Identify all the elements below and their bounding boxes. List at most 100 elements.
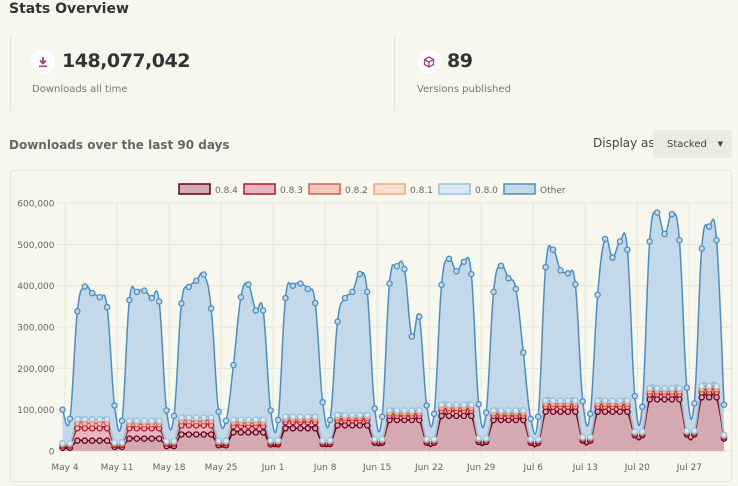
- point-0-8-0: [103, 415, 111, 423]
- point-other: [438, 281, 445, 289]
- point-0-8-4: [96, 437, 103, 444]
- point-other: [705, 223, 713, 230]
- legend-swatch: [438, 183, 471, 195]
- point-other: [193, 277, 200, 284]
- point-0-8-4: [297, 425, 304, 432]
- point-other: [683, 384, 691, 392]
- point-other: [163, 407, 170, 414]
- display-as-label: Display as: [593, 136, 655, 150]
- point-0-8-0: [475, 434, 482, 442]
- point-0-8-0: [408, 407, 416, 414]
- point-other: [237, 293, 245, 301]
- point-0-8-0: [118, 439, 126, 446]
- x-tick-label: Jul 6: [523, 463, 544, 473]
- point-other: [393, 262, 401, 270]
- point-other: [549, 246, 557, 253]
- x-tick-label: May 11: [101, 463, 134, 473]
- point-other: [118, 417, 126, 425]
- point-0-8-0: [311, 413, 319, 420]
- chart-heading: Downloads over the last 90 days: [9, 138, 230, 152]
- legend-swatch: [503, 183, 536, 195]
- display-mode-select[interactable]: Stacked ▼: [653, 130, 732, 158]
- point-other: [579, 398, 587, 405]
- point-other: [445, 255, 453, 263]
- legend-item-0-8-2[interactable]: 0.8.2: [308, 183, 368, 196]
- legend-label: 0.8.0: [475, 186, 498, 196]
- point-other: [111, 402, 118, 409]
- point-0-8-0: [193, 414, 200, 421]
- point-other: [297, 280, 304, 287]
- point-0-8-0: [601, 397, 609, 404]
- legend-item-0-8-4[interactable]: 0.8.4: [178, 183, 238, 196]
- point-other: [289, 282, 297, 289]
- point-0-8-4: [133, 435, 141, 442]
- versions-count: 89: [447, 50, 473, 72]
- point-0-8-0: [557, 397, 564, 404]
- point-0-8-4: [88, 437, 96, 444]
- point-0-8-0: [163, 437, 170, 445]
- point-0-8-4: [289, 425, 297, 432]
- point-other: [252, 307, 259, 314]
- legend-item-0-8-3[interactable]: 0.8.3: [243, 183, 303, 196]
- legend-label: 0.8.2: [345, 186, 368, 196]
- y-tick-label: 600,000: [17, 200, 54, 210]
- point-other: [423, 402, 430, 409]
- point-0-8-0: [638, 428, 646, 435]
- point-0-8-0: [393, 407, 401, 414]
- y-tick-label: 300,000: [17, 324, 54, 334]
- x-tick-label: Jul 27: [676, 463, 702, 473]
- point-0-8-4: [193, 431, 200, 438]
- downloads-label: Downloads all time: [32, 84, 128, 95]
- point-other: [475, 401, 482, 408]
- point-0-8-0: [178, 414, 185, 421]
- point-other: [334, 318, 341, 325]
- point-0-8-0: [363, 411, 371, 419]
- point-other: [267, 407, 274, 414]
- point-other: [572, 281, 579, 288]
- point-other: [341, 294, 349, 302]
- point-other: [460, 258, 468, 265]
- point-other: [207, 305, 215, 312]
- point-other: [259, 307, 267, 314]
- point-other: [482, 409, 490, 416]
- x-tick-label: Jun 15: [362, 463, 391, 473]
- point-0-8-0: [542, 397, 549, 404]
- point-other: [698, 245, 705, 252]
- point-other: [534, 413, 542, 420]
- legend-item-0-8-1[interactable]: 0.8.1: [373, 183, 433, 196]
- point-other: [586, 410, 594, 418]
- legend-item-0-8-0[interactable]: 0.8.0: [438, 183, 498, 196]
- point-other: [59, 406, 66, 413]
- point-0-8-0: [579, 433, 587, 441]
- point-other: [408, 333, 416, 340]
- point-0-8-4: [81, 437, 89, 444]
- stat-card-downloads: 148,077,042 Downloads all time: [10, 35, 395, 111]
- point-other: [215, 408, 222, 415]
- point-0-8-0: [527, 435, 535, 443]
- point-other: [245, 281, 252, 288]
- y-tick-label: 0: [49, 448, 55, 458]
- point-other: [401, 265, 408, 273]
- point-other: [81, 283, 89, 290]
- point-other: [416, 313, 423, 320]
- point-other: [430, 410, 438, 418]
- point-0-8-0: [126, 417, 133, 425]
- y-tick-label: 500,000: [17, 241, 54, 251]
- y-tick-label: 100,000: [17, 406, 54, 416]
- point-0-8-4: [259, 429, 267, 436]
- downloads-chart: 0 100,000 200,000 300,000 400,000 500,000 600,…: [10, 170, 732, 482]
- point-other: [609, 254, 616, 261]
- x-tick-label: Jun 8: [313, 463, 337, 473]
- x-tick-label: Jun 29: [466, 463, 496, 473]
- point-0-8-4: [141, 435, 148, 442]
- point-0-8-4: [207, 431, 215, 438]
- area-0-8-4: [62, 393, 724, 451]
- point-0-8-0: [111, 439, 118, 446]
- point-0-8-0: [564, 397, 572, 404]
- point-other: [170, 412, 178, 420]
- point-0-8-4: [311, 425, 319, 432]
- legend-item-other[interactable]: Other: [503, 183, 566, 196]
- x-tick-label: May 4: [51, 463, 78, 473]
- point-0-8-0: [349, 411, 356, 419]
- point-0-8-0: [512, 407, 520, 414]
